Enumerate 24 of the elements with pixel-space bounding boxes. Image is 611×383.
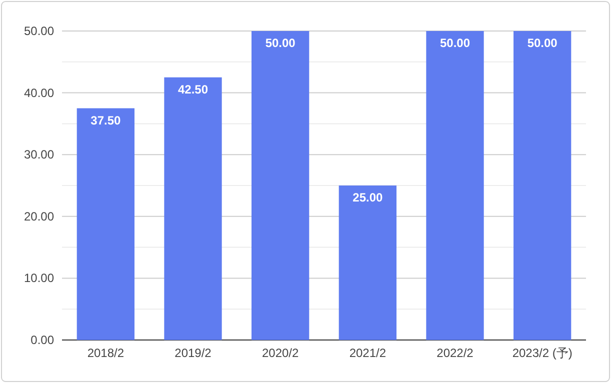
data-label: 50.00 bbox=[440, 36, 470, 50]
y-tick-label: 50.00 bbox=[24, 24, 54, 38]
data-label: 37.50 bbox=[90, 113, 122, 128]
x-tick-label: 2021/2 bbox=[349, 346, 386, 360]
data-label: 50.00 bbox=[265, 36, 296, 50]
bar bbox=[252, 31, 310, 340]
y-tick-label: 30.00 bbox=[24, 148, 54, 162]
data-label: 25.00 bbox=[352, 190, 384, 204]
bar bbox=[426, 31, 484, 340]
y-tick-label: 10.00 bbox=[24, 271, 54, 286]
bar bbox=[338, 186, 396, 340]
bar bbox=[76, 108, 134, 340]
bar bbox=[514, 31, 572, 340]
y-tick-label: 40.00 bbox=[24, 86, 54, 100]
x-tick-label: 2019/2 bbox=[174, 346, 212, 360]
y-tick-label: 0.00 bbox=[30, 333, 54, 347]
x-tick-label: 2022/2 bbox=[436, 346, 474, 360]
bar bbox=[164, 77, 222, 340]
data-label: 50.00 bbox=[527, 36, 558, 50]
data-label: 42.50 bbox=[178, 82, 208, 96]
x-tick-label: 2020/2 bbox=[262, 346, 300, 360]
x-tick-label: 2023/2 (予) bbox=[512, 346, 572, 360]
y-tick-label: 20.00 bbox=[24, 209, 54, 224]
x-tick-label: 2018/2 bbox=[87, 346, 124, 360]
